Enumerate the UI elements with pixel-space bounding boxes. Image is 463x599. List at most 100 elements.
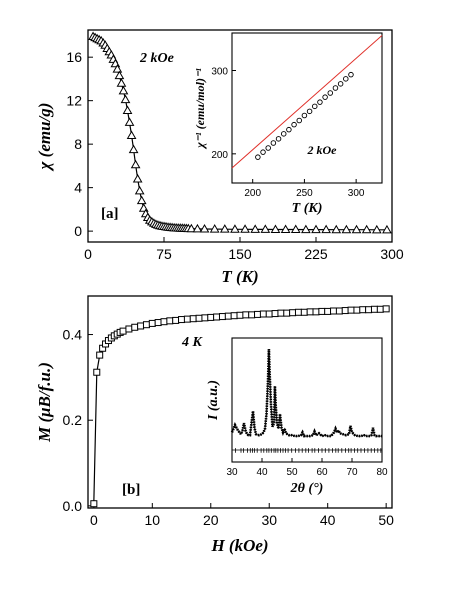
b-data-point <box>148 319 156 327</box>
ia-data-point <box>306 108 313 115</box>
b-data-point <box>382 305 390 313</box>
b-data-point <box>259 310 267 318</box>
b-data-point <box>359 306 367 314</box>
panel-a-ylabel: χ (emu/g) <box>35 103 54 172</box>
a-xtick-label: 225 <box>304 246 328 262</box>
b-ytick-label: 0.2 <box>63 412 83 428</box>
panel-b-inset: 30 40 50 60 70 80 2θ (°) I (a.u.) <box>206 337 388 496</box>
b-data-point <box>230 312 238 320</box>
a-data-point <box>116 78 127 87</box>
b-data-point <box>330 307 338 315</box>
ia-data-point <box>270 140 277 146</box>
b-data-point <box>248 311 256 319</box>
a-data-point <box>124 117 135 126</box>
b-data-point <box>254 310 262 318</box>
inset-b-calculated-pattern <box>231 349 382 437</box>
b-data-point <box>213 313 221 321</box>
a-data-point <box>290 224 301 233</box>
ia-data-point <box>296 117 302 124</box>
a-xtick-label: 300 <box>380 246 404 262</box>
a-data-point <box>128 144 139 154</box>
b-data-point <box>218 313 226 321</box>
b-data-point <box>242 311 250 319</box>
a-data-point <box>260 224 271 233</box>
a-data-point <box>311 224 321 234</box>
b-data-point <box>376 305 384 313</box>
ia-data-point <box>337 81 344 87</box>
ia-data-point <box>312 103 318 110</box>
ia-data-point <box>265 145 271 151</box>
ia-ytick-label: 300 <box>211 67 228 78</box>
ia-ytick-label: 200 <box>211 150 228 161</box>
inset-b-ylabel: I (a.u.) <box>206 380 221 421</box>
inset-a-y-ticks: 200 300 <box>211 67 236 161</box>
ia-data-point <box>301 112 308 119</box>
b-xtick-label: 50 <box>378 512 394 528</box>
a-data-point <box>250 224 261 233</box>
panel-a-markers <box>88 31 392 234</box>
inset-a-xlabel: T (K) <box>292 201 323 216</box>
b-data-point <box>183 315 191 323</box>
a-xtick-label: 0 <box>84 246 92 262</box>
ia-data-point <box>343 76 349 82</box>
a-data-point <box>120 94 131 104</box>
a-data-point <box>270 224 281 233</box>
b-data-point <box>289 309 297 317</box>
a-xtick-label: 75 <box>156 246 172 262</box>
ia-xtick-label: 200 <box>244 188 261 199</box>
a-data-point <box>240 224 250 233</box>
b-data-point <box>166 317 174 325</box>
a-ytick-label: 12 <box>66 93 82 109</box>
b-data-point <box>160 318 168 326</box>
a-data-point <box>351 224 362 234</box>
a-data-point <box>114 70 125 80</box>
a-ytick-label: 0 <box>74 223 82 239</box>
b-data-point <box>236 311 244 319</box>
a-data-point <box>122 105 133 114</box>
b-data-point <box>189 315 197 323</box>
ia-data-point <box>332 85 339 91</box>
b-data-point <box>195 314 203 322</box>
a-data-point <box>209 224 220 233</box>
a-data-point <box>280 224 291 233</box>
ia-xtick-label: 250 <box>296 188 313 199</box>
panel-a-y-ticks: 0 4 8 12 16 <box>66 49 93 239</box>
b-data-point <box>90 500 98 508</box>
a-data-point <box>130 159 141 169</box>
inset-b-xlabel: 2θ (°) <box>290 481 324 496</box>
b-xtick-label: 10 <box>145 512 161 528</box>
a-data-point <box>192 223 203 233</box>
b-xtick-label: 30 <box>261 512 277 528</box>
panel-b-x-ticks: 0 10 20 30 40 50 <box>90 503 394 528</box>
b-data-point <box>353 306 361 314</box>
b-data-point <box>277 309 285 317</box>
ib-xtick-label: 60 <box>316 467 328 478</box>
b-data-point <box>96 351 104 359</box>
inset-b-x-ticks: 30 40 50 60 70 80 <box>226 458 388 478</box>
ia-data-point <box>280 131 287 137</box>
a-ytick-label: 8 <box>74 136 82 152</box>
b-xtick-label: 20 <box>203 512 219 528</box>
panel-a-label: [a] <box>101 206 119 222</box>
panel-b-xlabel: H (kOe) <box>210 536 268 555</box>
b-data-point <box>283 309 291 317</box>
a-ytick-label: 16 <box>66 49 82 65</box>
ia-data-point <box>260 149 266 155</box>
b-data-point <box>131 323 139 331</box>
panel-b: 0 10 20 30 40 50 0.0 0.2 0.4 4 K [b] H (kOe) M … <box>35 295 394 555</box>
b-data-point <box>341 307 349 315</box>
b-data-point <box>347 306 355 314</box>
ia-data-point <box>286 126 292 133</box>
b-data-point <box>142 321 150 329</box>
a-data-point <box>136 195 147 205</box>
b-data-point <box>324 307 332 315</box>
a-data-point <box>199 223 210 233</box>
b-data-point <box>370 305 378 313</box>
b-data-point <box>178 316 186 324</box>
ia-xtick-label: 300 <box>348 188 365 199</box>
b-ytick-label: 0.4 <box>63 327 83 343</box>
a-data-point <box>230 224 240 233</box>
ib-xtick-label: 50 <box>286 467 298 478</box>
ib-xtick-label: 40 <box>256 467 268 478</box>
